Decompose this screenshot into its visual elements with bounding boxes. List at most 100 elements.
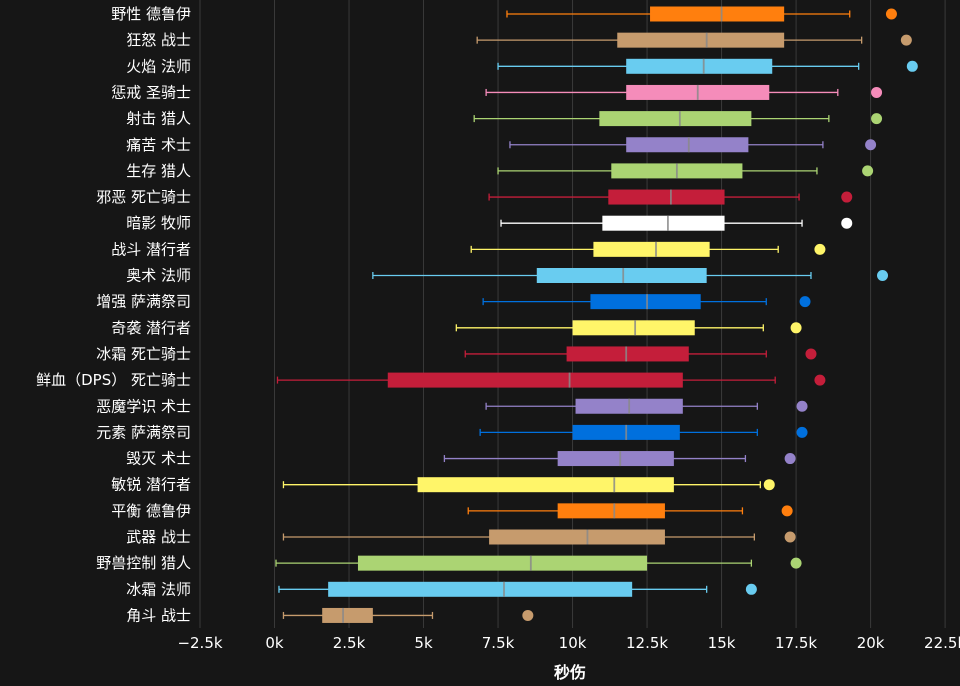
category-label: 射击 猎人 — [126, 110, 191, 128]
box-row — [509, 137, 877, 153]
outlier-point — [841, 217, 853, 229]
box — [626, 137, 749, 153]
outlier-point — [814, 243, 826, 255]
grid — [199, 0, 946, 628]
box-row — [275, 555, 802, 571]
outlier-point — [790, 557, 802, 569]
box — [557, 503, 665, 519]
box-row — [482, 294, 811, 310]
category-label: 战斗 潜行者 — [111, 240, 191, 258]
category-label: 增强 萨满祭司 — [96, 293, 191, 311]
box-row — [497, 58, 918, 74]
category-label: 奥术 法师 — [126, 267, 191, 285]
category-label: 暗影 牧师 — [126, 214, 191, 232]
outlier-point — [885, 8, 897, 20]
category-label: 邪恶 死亡骑士 — [96, 188, 191, 206]
outlier-point — [814, 374, 826, 386]
box — [626, 58, 773, 74]
box-row — [470, 241, 826, 257]
outlier-point — [871, 113, 883, 125]
outlier-point — [796, 426, 808, 438]
outlier-point — [522, 609, 534, 621]
x-tick-label: 7.5k — [482, 634, 515, 652]
box — [566, 346, 689, 362]
outlier-point — [900, 34, 912, 46]
category-label: 生存 猎人 — [126, 162, 191, 180]
outlier-point — [781, 505, 793, 517]
outlier-point — [784, 531, 796, 543]
category-label: 元素 萨满祭司 — [96, 423, 191, 441]
x-tick-label: 20k — [857, 634, 885, 652]
outlier-point — [871, 86, 883, 98]
category-label: 毁灭 术士 — [126, 450, 191, 468]
category-label: 冰霜 死亡骑士 — [96, 345, 191, 363]
box-row — [500, 215, 853, 231]
outlier-point — [906, 60, 918, 72]
box — [593, 241, 710, 257]
box-row — [479, 424, 808, 440]
category-label: 奇袭 潜行者 — [111, 319, 191, 337]
category-label: 惩戒 圣骑士 — [111, 83, 191, 101]
box-row — [282, 607, 534, 623]
box-row — [488, 189, 853, 205]
box — [602, 215, 725, 231]
outlier-point — [796, 400, 808, 412]
x-tick-label: 22.5k — [924, 634, 960, 652]
x-tick-label: 12.5k — [626, 634, 668, 652]
box-row — [476, 32, 912, 48]
x-tick-label: −2.5k — [177, 634, 222, 652]
outlier-point — [805, 348, 817, 360]
outlier-point — [841, 191, 853, 203]
x-tick-label: 5k — [414, 634, 433, 652]
outlier-point — [745, 583, 757, 595]
box-row — [464, 346, 817, 362]
category-label: 冰霜 法师 — [126, 580, 191, 598]
outlier-point — [862, 165, 874, 177]
x-tick-label: 15k — [708, 634, 736, 652]
outlier-point — [763, 479, 775, 491]
x-axis-title: 秒伤 — [554, 663, 586, 682]
x-tick-label: 0k — [265, 634, 284, 652]
box — [590, 294, 701, 310]
box-row — [497, 163, 874, 179]
outlier-point — [790, 322, 802, 334]
x-tick-labels: −2.5k 0k 2.5k 5k 7.5k 10k 12.5k 15k 17.5k 20k 22.5… — [177, 634, 960, 652]
category-label: 平衡 德鲁伊 — [111, 502, 191, 520]
outlier-point — [877, 270, 889, 281]
box-row — [276, 372, 826, 388]
box — [322, 607, 373, 623]
category-label: 武器 战士 — [126, 528, 191, 546]
box — [357, 555, 648, 571]
box-row — [282, 477, 775, 493]
x-tick-label: 10k — [559, 634, 587, 652]
category-label: 角斗 战士 — [126, 606, 191, 624]
box — [599, 111, 752, 127]
box-row — [485, 398, 808, 414]
outlier-point — [799, 296, 811, 308]
category-label: 鲜血（DPS） 死亡骑士 — [36, 371, 191, 389]
box — [557, 451, 674, 467]
box — [650, 6, 785, 22]
category-label: 敏锐 潜行者 — [111, 476, 191, 494]
box-row — [278, 581, 757, 597]
outlier-point — [865, 139, 877, 151]
box-row — [473, 111, 883, 127]
box — [387, 372, 683, 388]
x-tick-label: 17.5k — [775, 634, 817, 652]
box-row — [455, 320, 802, 336]
box-row — [485, 84, 883, 100]
box — [608, 189, 725, 205]
category-label: 火焰 法师 — [126, 57, 191, 75]
outlier-point — [784, 453, 796, 465]
box — [328, 581, 633, 597]
box — [617, 32, 785, 48]
box — [572, 320, 695, 336]
category-label: 狂怒 战士 — [126, 31, 191, 49]
x-tick-label: 2.5k — [333, 634, 366, 652]
box-row — [506, 6, 897, 22]
box-row — [467, 503, 793, 519]
box-row — [372, 268, 889, 283]
